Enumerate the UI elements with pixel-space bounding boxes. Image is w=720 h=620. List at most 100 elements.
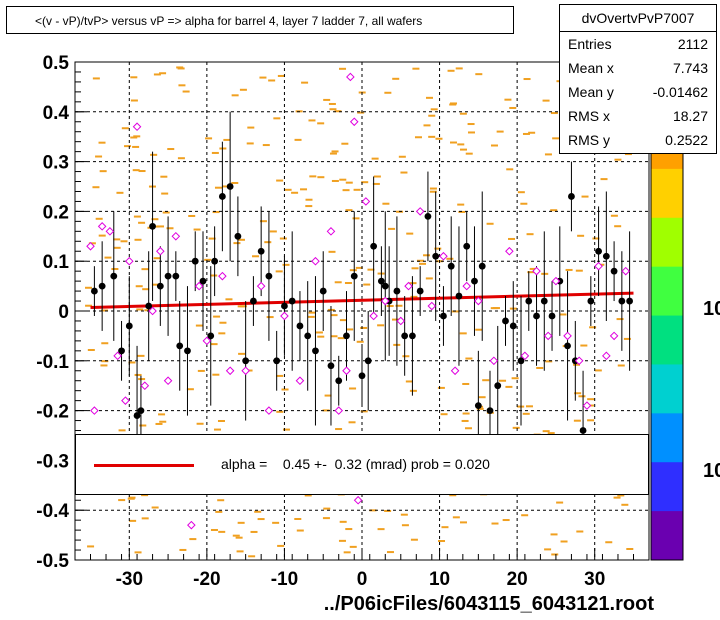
profile-point [218, 193, 226, 200]
fit-legend: alpha = 0.45 +- 0.32 (mrad) prob = 0.020 [75, 434, 649, 495]
hist-cell [232, 534, 240, 537]
hist-cell [219, 321, 227, 324]
hist-cell [575, 269, 583, 272]
hist-cell [559, 313, 567, 316]
hist-cell [111, 268, 119, 271]
hist-cell [556, 501, 564, 504]
hist-cell [259, 76, 267, 79]
hist-cell [405, 380, 413, 383]
hist-cell [580, 344, 588, 347]
hist-cell [508, 237, 516, 240]
open-point [543, 331, 553, 341]
profile-point [257, 247, 265, 255]
hist-cell [218, 332, 226, 335]
hist-cell [259, 220, 267, 223]
profile-point [579, 427, 587, 434]
hist-cell [600, 178, 608, 181]
hist-cell [128, 361, 136, 364]
open-point [439, 251, 448, 261]
profile-point [377, 277, 385, 285]
open-point [574, 356, 584, 366]
profile-point [478, 262, 486, 270]
hist-cell [218, 530, 226, 533]
profile-point [110, 272, 118, 280]
hist-cell [139, 424, 147, 427]
hist-cell [419, 262, 427, 265]
profile-point [125, 322, 133, 330]
hist-cell [449, 494, 457, 497]
hist-cell [614, 225, 622, 228]
hist-cell [542, 99, 550, 102]
stats-box: dvOvertvPvP7007 Entries 2112 Mean x 7.74… [559, 4, 717, 154]
hist-cell [367, 268, 375, 271]
open-point [369, 311, 378, 321]
hist-cell [153, 73, 161, 76]
open-point [132, 122, 142, 132]
hist-cell [526, 233, 534, 236]
open-point [462, 281, 472, 291]
open-point [489, 356, 499, 366]
hist-cell [509, 106, 517, 109]
hist-cell [529, 267, 537, 270]
open-point [113, 351, 122, 361]
hist-cell [223, 138, 231, 141]
profile-point [401, 332, 409, 340]
hist-cell [348, 421, 356, 424]
hist-cell [161, 192, 169, 195]
hist-cell [254, 510, 262, 513]
hist-cell [88, 242, 96, 245]
hist-cell [441, 526, 449, 529]
hist-cell [262, 144, 270, 147]
hist-cell [550, 533, 558, 536]
profile-point [137, 407, 145, 414]
hist-cell [506, 168, 514, 171]
hist-cell [626, 547, 634, 550]
hist-cell [550, 209, 558, 212]
hist-cell [92, 186, 100, 189]
hist-cell [482, 379, 490, 382]
hist-cell [410, 295, 418, 298]
fit-line [90, 291, 634, 310]
hist-cell [284, 188, 292, 191]
hist-cell [356, 340, 364, 343]
hist-cell [120, 240, 128, 243]
profile-point [265, 272, 273, 280]
hist-cell [158, 413, 166, 416]
open-point [218, 271, 227, 281]
hist-cell [361, 181, 369, 184]
profile-point [312, 347, 319, 355]
hist-cell [129, 519, 137, 522]
profile-point [118, 347, 125, 355]
palette-cell [651, 217, 683, 268]
hist-cell [339, 67, 347, 70]
hist-cell [527, 271, 535, 274]
axes: 0.5 0.4 0.3 0.2 0.1 0 -0.1 -0.2 -0.3 -0.4 -0.5 -30 -… [36, 53, 634, 590]
hist-cell [213, 428, 221, 431]
hist-cell [152, 225, 160, 228]
profile-point [370, 242, 378, 250]
y-tick-label: 0.3 [43, 153, 69, 174]
hist-cell [355, 266, 363, 269]
hist-cell [95, 217, 103, 220]
hist-cell [411, 267, 419, 270]
hist-cell [188, 214, 196, 217]
hist-cell [141, 517, 149, 520]
hist-cell [522, 132, 530, 135]
hist-cell [282, 263, 290, 266]
stats-key: Entries [568, 36, 612, 52]
hist-cell [222, 185, 230, 188]
profile-point [626, 297, 634, 305]
hist-cell [133, 135, 141, 138]
hist-cell [238, 352, 246, 355]
x-tick-label: 30 [584, 569, 605, 590]
hist-cell [250, 530, 258, 533]
hist-cell [281, 388, 289, 391]
hist-cell [398, 155, 406, 158]
x-tick-label: 20 [507, 569, 528, 590]
hist-cell [462, 412, 470, 415]
hist-cell [178, 84, 186, 87]
hist-cell [476, 407, 484, 410]
hist-cell [521, 514, 529, 517]
stats-key: RMS x [568, 108, 610, 124]
